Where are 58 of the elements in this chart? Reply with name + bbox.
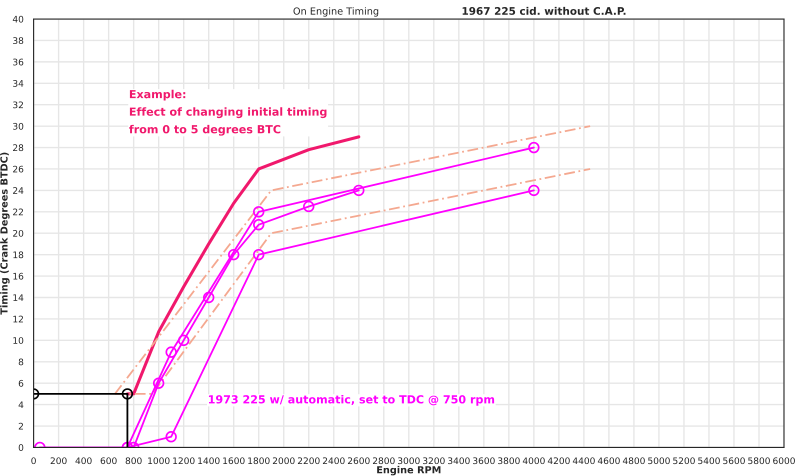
y-tick-label: 24	[13, 187, 24, 194]
y-tick-label: 38	[13, 37, 24, 44]
x-axis-title: Engine RPM	[377, 466, 440, 476]
x-tick-label: 1000	[148, 457, 170, 464]
y-tick-label: 16	[13, 272, 24, 280]
x-tick-label: 3600	[473, 457, 495, 464]
y-tick-label: 4	[18, 401, 24, 408]
x-tick-label: 1800	[248, 457, 270, 464]
x-tick-label: 1600	[223, 457, 245, 464]
x-tick-label: 3000	[398, 457, 420, 464]
x-tick-label: 1400	[198, 457, 220, 464]
x-tick-label: 2400	[322, 457, 345, 464]
y-tick-label: 20	[13, 230, 24, 237]
x-tick-label: 5800	[748, 457, 770, 464]
y-tick-label: 10	[13, 337, 24, 344]
y-tick-label: 8	[18, 358, 24, 366]
annotation: 1973 225 w/ automatic, set to TDC @ 750 rpm	[208, 394, 494, 406]
y-tick-label: 34	[13, 80, 24, 87]
y-tick-label: 36	[13, 58, 24, 66]
x-tick-label: 2800	[372, 457, 395, 464]
y-tick-label: 30	[13, 122, 24, 130]
x-tick-label: 2200	[298, 457, 320, 464]
x-tick-label: 5400	[698, 457, 720, 464]
x-tick-label: 2000	[272, 457, 295, 464]
y-tick-label: 2	[18, 422, 23, 430]
x-tick-label: 5200	[673, 457, 695, 464]
x-tick-label: 400	[75, 457, 92, 464]
y-tick-label: 6	[18, 380, 24, 387]
annotation: Example: Effect of changing initial timing from 0 to 5 degrees BTC	[129, 90, 326, 136]
x-tick-label: 6000	[773, 457, 795, 464]
x-tick-label: 0	[31, 457, 36, 464]
x-tick-label: 3800	[498, 457, 520, 464]
x-tick-label: 800	[126, 457, 142, 464]
chart-subtitle: 1967 225 cid. without C.A.P.	[462, 6, 626, 15]
y-tick-label: 12	[13, 316, 23, 322]
x-tick-label: 5600	[723, 457, 745, 464]
x-tick-label: 1200	[173, 457, 195, 464]
x-tick-label: 4000	[522, 457, 545, 464]
y-tick-label: 0	[18, 444, 24, 451]
y-tick-label: 18	[13, 251, 24, 258]
y-axis-title: Timing (Crank Degrees BTDC)	[0, 152, 10, 315]
y-tick-label: 14	[13, 294, 24, 301]
x-tick-label: 4800	[622, 457, 645, 464]
x-tick-label: 600	[100, 457, 117, 464]
x-tick-label: 3200	[423, 457, 445, 464]
x-tick-label: 4400	[572, 457, 595, 464]
y-tick-label: 32	[13, 101, 23, 108]
x-tick-label: 200	[50, 457, 67, 464]
chart-title: On Engine Timing	[293, 7, 378, 17]
x-tick-label: 4200	[548, 457, 570, 464]
x-tick-label: 4600	[598, 457, 620, 464]
x-tick-label: 2600	[348, 457, 370, 464]
x-tick-label: 3400	[448, 457, 470, 464]
y-tick-label: 26	[13, 166, 24, 173]
y-tick-label: 22	[13, 208, 23, 216]
x-tick-label: 5000	[648, 457, 670, 464]
y-tick-label: 28	[13, 144, 24, 152]
y-tick-label: 40	[12, 16, 24, 23]
